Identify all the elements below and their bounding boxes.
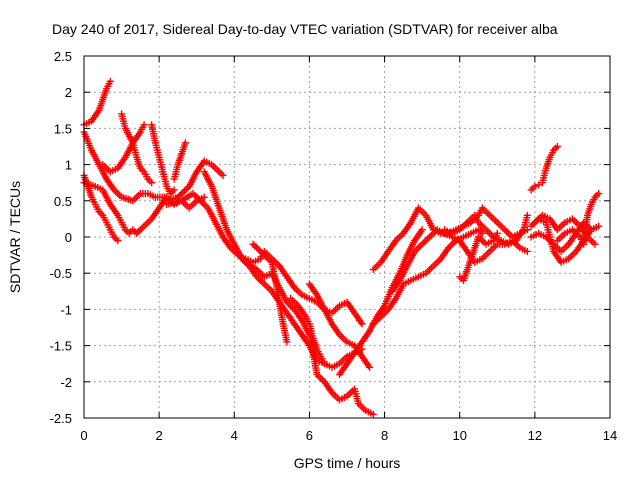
data-point [366,363,374,371]
series-track-7 [148,121,178,198]
y-tick-label: 1 [65,158,72,173]
data-point [369,410,377,418]
data-point [493,229,501,237]
y-tick-label: -1 [60,302,72,317]
data-point [256,246,264,254]
chart-title: Day 240 of 2017, Sidereal Day-to-day VTE… [52,21,558,37]
series-track-13 [249,240,291,346]
series-track-6 [118,110,156,187]
data-point [591,240,599,248]
data-point [531,182,539,190]
x-tick-label: 14 [603,428,617,443]
data-point [184,184,192,192]
series-track-12 [230,244,377,418]
series-track-8 [170,139,189,183]
data-point [320,360,328,368]
data-point [254,245,262,253]
data-point [180,187,188,195]
series-track-26 [527,219,603,255]
data-point [106,77,114,85]
data-point [535,181,543,189]
data-point [358,320,366,328]
data-point [283,338,291,346]
x-tick-label: 0 [80,428,87,443]
series-track-22 [527,143,561,194]
axis-ticks: 0 2 4 6 8 10 12 14 2.5 2 1.5 1 0.5 0 -0.5 -1 -1.5 -2 -2.5 [50,49,618,443]
y-axis-label: SDTVAR / TECUs [7,181,23,293]
data-point [251,242,259,250]
x-tick-label: 8 [381,428,388,443]
y-tick-label: 2 [65,85,72,100]
x-tick-label: 2 [156,428,163,443]
y-tick-label: -2.5 [50,411,72,426]
y-tick-label: -2 [60,375,72,390]
y-tick-label: 0.5 [54,194,72,209]
grid [84,56,610,418]
series-track-21 [456,229,501,284]
data-point [418,226,426,234]
y-tick-label: -0.5 [50,266,72,281]
y-tick-label: -1.5 [50,339,72,354]
data-point [259,250,267,258]
x-tick-label: 6 [306,428,313,443]
series-track-2 [80,128,171,205]
series-track-14 [287,295,328,368]
data-point [595,222,603,230]
x-tick-label: 12 [528,428,542,443]
data-point [182,185,190,193]
data-point [219,171,227,179]
data-point [179,189,187,197]
y-tick-label: 2.5 [54,49,72,64]
series-track-20 [441,211,531,248]
x-tick-label: 4 [231,428,238,443]
data-point [249,240,257,248]
data-point [257,248,265,256]
x-tick-label: 10 [452,428,466,443]
series-track-10 [163,190,366,328]
data-point [170,186,178,194]
data-point [523,247,531,255]
data-point [595,190,603,198]
series-track-1 [80,77,114,129]
x-axis-label: GPS time / hours [294,455,401,471]
data-point [553,143,561,150]
data-point [252,243,260,251]
y-tick-label: 0 [65,230,72,245]
data-point [114,237,122,245]
data-point [200,193,208,201]
data-point [478,229,486,237]
data-point [177,190,185,198]
series-track-17 [369,226,486,328]
data-point [523,211,531,219]
data-point [181,139,189,147]
data-point [140,121,148,129]
series-track-25 [553,190,603,248]
data-point [148,179,156,187]
y-tick-label: 1.5 [54,121,72,136]
